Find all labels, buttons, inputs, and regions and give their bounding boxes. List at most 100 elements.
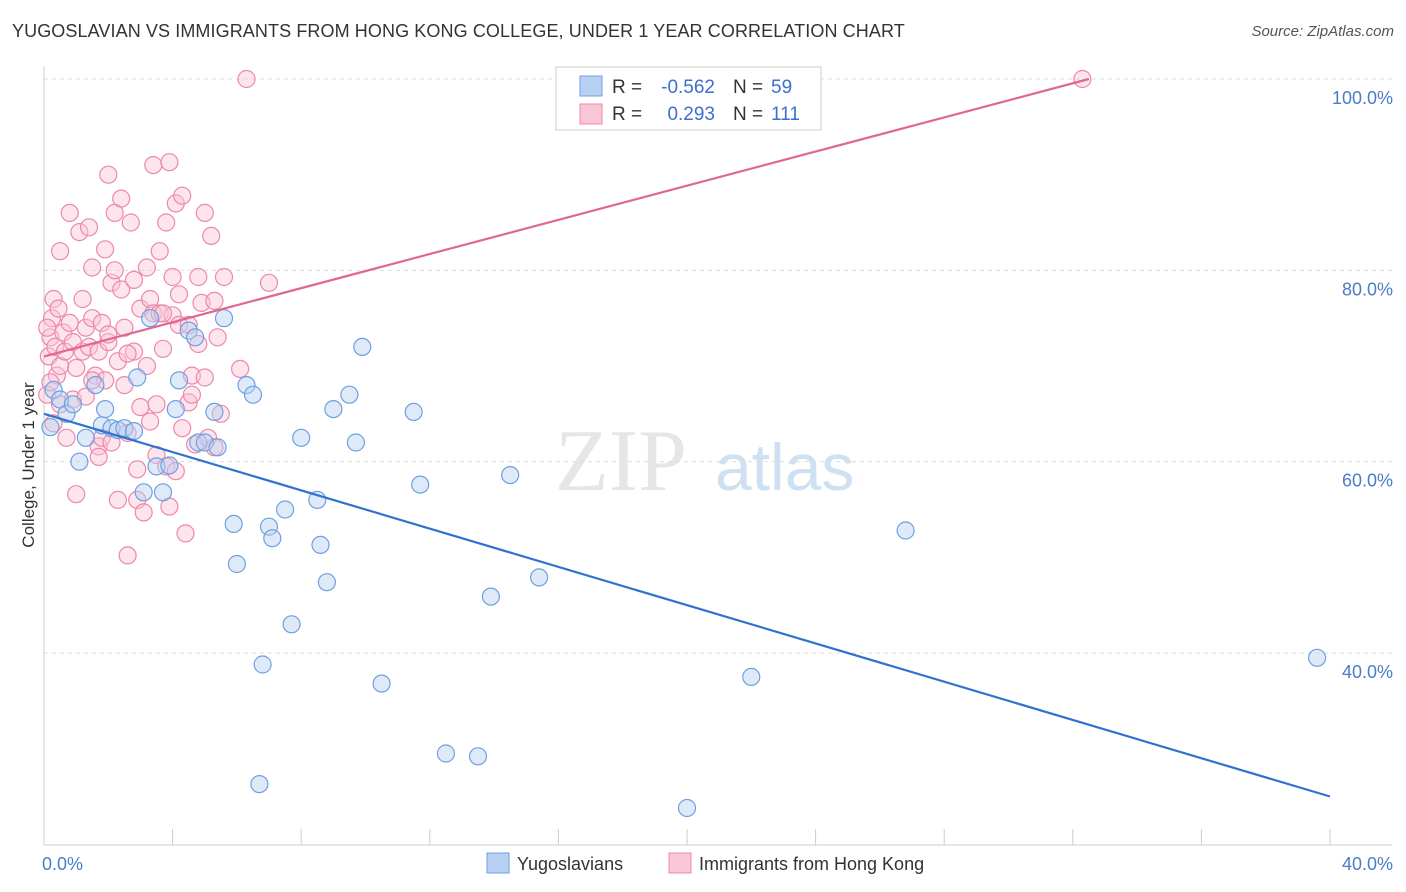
point-yugoslavians [896,521,915,540]
point-hongkong [112,189,131,208]
point-hongkong [105,261,124,280]
point-hongkong [79,218,99,237]
trend-lines [43,77,1331,798]
legend-r-value-1: -0.562 [661,77,715,98]
point-hongkong [134,503,153,522]
point-yugoslavians [529,568,549,587]
point-hongkong [50,242,70,261]
point-hongkong [237,69,256,89]
point-hongkong [86,366,105,385]
point-hongkong [153,339,173,358]
point-hongkong [202,226,221,245]
point-hongkong [95,240,115,259]
point-yugoslavians [57,404,76,423]
point-yugoslavians [292,428,311,447]
bottom-legend-swatch-yugoslavians [486,852,510,874]
point-yugoslavians [128,368,147,387]
point-hongkong [83,309,102,328]
point-yugoslavians [160,456,179,475]
source-label: Source: ZipAtlas.com [1251,23,1394,40]
point-yugoslavians [411,475,430,494]
point-hongkong [141,289,160,309]
point-hongkong [231,359,250,378]
point-hongkong [176,524,195,543]
point-yugoslavians [324,400,343,419]
chart-title: YUGOSLAVIAN VS IMMIGRANTS FROM HONG KONG… [12,21,905,41]
point-yugoslavians [263,529,282,548]
point-yugoslavians [95,400,115,419]
point-hongkong [99,165,118,184]
point-hongkong [157,213,176,232]
point-hongkong [150,242,169,261]
bottom-legend-label-yugoslavians: Yugoslavians [517,854,623,874]
point-hongkong [44,289,63,309]
point-hongkong [208,328,227,347]
legend-n-label-1: N = [733,77,763,98]
top-legend: R = -0.562 N = 59 R = 0.293 N = 111 [555,66,822,131]
point-yugoslavians [44,380,63,399]
point-hongkong [195,368,214,387]
point-hongkong [83,258,102,277]
point-yugoslavians [76,428,95,447]
point-yugoslavians [250,774,269,794]
point-hongkong [118,344,137,363]
point-yugoslavians [346,433,365,452]
point-hongkong [60,313,79,332]
point-yugoslavians [186,328,205,347]
point-yugoslavians [404,402,423,421]
point-yugoslavians [189,433,208,452]
point-hongkong [121,213,140,232]
point-hongkong [50,356,70,376]
point-yugoslavians [70,452,89,471]
point-yugoslavians [153,483,173,502]
point-hongkong [42,309,62,328]
point-yugoslavians [166,400,185,419]
point-yugoslavians [243,385,263,404]
point-hongkong [124,270,144,289]
point-hongkong [144,156,163,175]
y-tick-label-3: 100.0% [1332,88,1393,108]
point-hongkong [108,352,128,371]
watermark-atlas: atlas [715,430,854,504]
point-yugoslavians [468,747,488,766]
point-hongkong [89,447,108,466]
point-yugoslavians [340,385,359,404]
point-hongkong [124,342,144,361]
point-hongkong [128,460,147,479]
legend-r-value-2: 0.293 [667,104,715,125]
point-hongkong [147,395,166,414]
point-hongkong [173,186,192,205]
point-hongkong [189,267,208,287]
scatter-points [38,69,1327,818]
bottom-legend-label-hongkong: Immigrants from Hong Kong [699,854,924,874]
legend-r-label-1: R = [612,77,642,98]
y-tick-label-0: 40.0% [1342,662,1393,682]
point-yugoslavians [124,422,144,441]
point-hongkong [169,285,189,304]
point-hongkong [67,485,86,504]
point-yugoslavians [227,554,246,574]
point-hongkong [160,153,179,172]
point-hongkong [70,223,89,242]
point-yugoslavians [317,573,336,592]
y-axis-label: College, Under 1 year [19,382,38,548]
point-hongkong [112,280,131,299]
point-yugoslavians [311,535,330,555]
legend-r-label-2: R = [612,104,642,125]
point-hongkong [195,203,214,222]
point-hongkong [89,342,108,361]
point-hongkong [60,203,79,222]
point-yugoslavians [86,376,105,395]
point-yugoslavians [276,500,295,519]
point-hongkong [73,289,92,309]
point-hongkong [108,490,128,509]
point-hongkong [38,318,57,337]
point-yugoslavians [214,309,234,328]
point-yugoslavians [1307,648,1327,667]
legend-n-value-2: 111 [771,104,800,125]
point-yugoslavians [224,514,243,534]
trend-line-hongkong [43,77,1090,358]
x-tick-label-start: 0.0% [42,854,83,874]
point-hongkong [92,313,112,332]
